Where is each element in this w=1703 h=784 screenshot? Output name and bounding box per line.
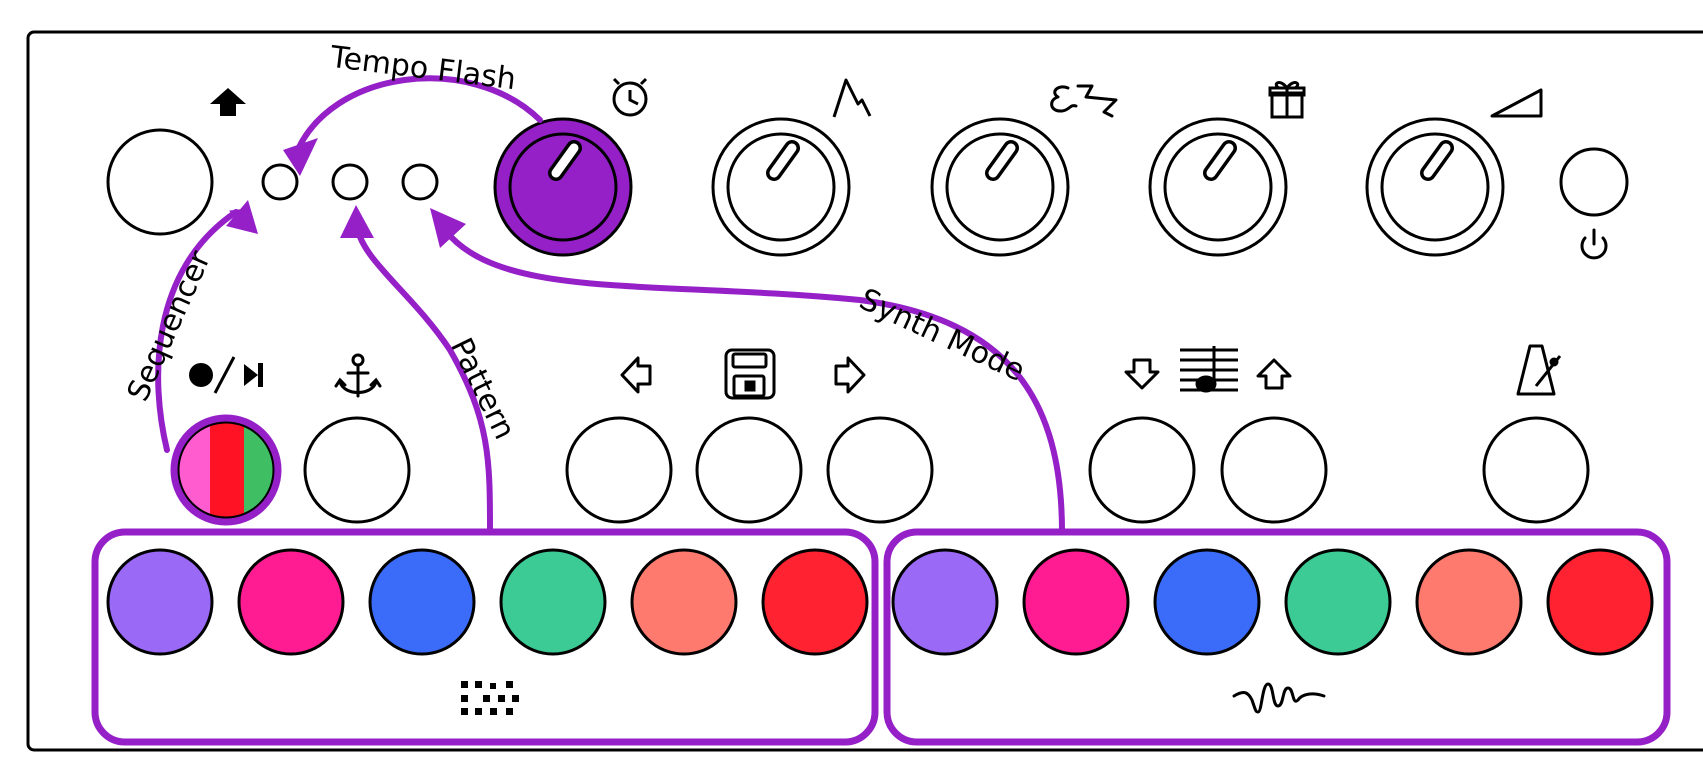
synth-pad-3[interactable]: [1153, 548, 1261, 656]
synth-pad-group: [883, 528, 1671, 746]
annotation-arrowheads: [226, 138, 466, 248]
arrow-up-button[interactable]: [1220, 416, 1328, 524]
shift-button[interactable]: [106, 128, 214, 236]
envelope-icon: [832, 78, 872, 118]
volume-ramp-icon: [1490, 88, 1543, 118]
drum-pad-4[interactable]: [499, 548, 607, 656]
arrow-left-button[interactable]: [565, 416, 673, 524]
envelope-knob[interactable]: [711, 117, 851, 257]
music-staff-icon: [1180, 346, 1238, 393]
save-button[interactable]: [695, 416, 803, 524]
volume-knob[interactable]: [1365, 117, 1505, 257]
shift-arrow-up-icon: [210, 88, 246, 116]
metronome-icon: [1516, 344, 1562, 396]
drum-pad-1[interactable]: [106, 548, 214, 656]
led-synth-mode: [401, 163, 439, 201]
anchor-icon: [334, 353, 382, 398]
arrow-right-icon: [834, 356, 866, 394]
arrow-up-icon: [1256, 358, 1292, 390]
drum-pads: [106, 548, 869, 656]
arrow-synth-mode: [441, 226, 1065, 535]
led-pattern: [331, 163, 369, 201]
clock-icon: [612, 77, 648, 117]
annotation-arrows: [155, 75, 1065, 535]
drum-pattern-icon: [461, 681, 519, 715]
power-icon: [1580, 228, 1608, 260]
drum-pad-6[interactable]: [761, 548, 869, 656]
synth-pad-5[interactable]: [1415, 548, 1523, 656]
synth-pad-2[interactable]: [1022, 548, 1130, 656]
arrow-tempo-flash: [293, 75, 543, 159]
save-floppy-icon: [724, 348, 776, 400]
drum-pad-5[interactable]: [630, 548, 738, 656]
synth-pad-4[interactable]: [1284, 548, 1392, 656]
anchor-button[interactable]: [303, 416, 411, 524]
gift-knob[interactable]: [1148, 117, 1288, 257]
arrow-left-icon: [620, 356, 652, 394]
synth-pad-6[interactable]: [1546, 548, 1654, 656]
arrow-pattern: [351, 217, 493, 535]
synth-pads: [891, 548, 1654, 656]
drum-pad-2[interactable]: [237, 548, 345, 656]
power-button[interactable]: [1559, 147, 1629, 217]
squiggle-icon: [1050, 84, 1118, 118]
arrow-sequencer: [155, 209, 241, 453]
led-sequencer: [261, 163, 299, 201]
drum-pad-group: [91, 528, 879, 746]
tempo-knob[interactable]: [493, 117, 633, 257]
arrow-down-button[interactable]: [1088, 416, 1196, 524]
record-play-icon: [189, 356, 263, 394]
drum-pad-3[interactable]: [368, 548, 476, 656]
squiggle-knob[interactable]: [930, 117, 1070, 257]
synth-pad-1[interactable]: [891, 548, 999, 656]
synth-wave-icon: [1232, 682, 1326, 714]
gift-icon: [1268, 81, 1306, 119]
metronome-button[interactable]: [1482, 416, 1590, 524]
record-play-button[interactable]: [170, 414, 282, 526]
arrow-down-icon: [1124, 358, 1160, 390]
arrow-right-button[interactable]: [826, 416, 934, 524]
